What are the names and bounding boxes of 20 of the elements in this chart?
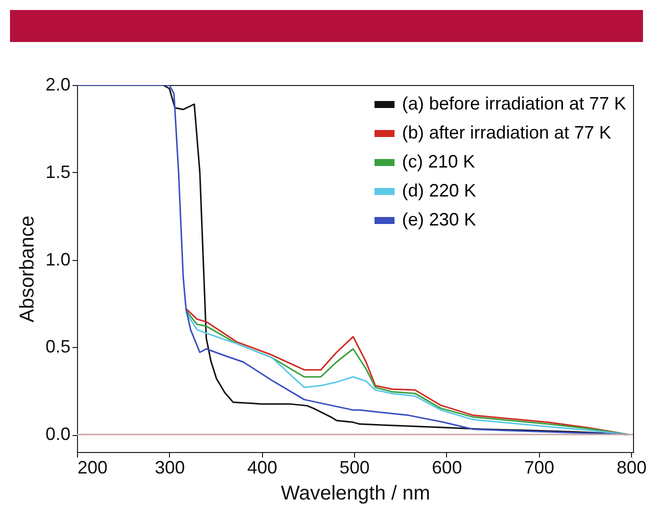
x-axis-title: Wavelength / nm (280, 482, 430, 504)
x-tick-label: 200 (78, 458, 108, 478)
y-axis-title: Absorbance (16, 216, 38, 322)
y-tick-label: 1.5 (45, 162, 70, 182)
legend-label: (a) before irradiation at 77 K (402, 94, 626, 114)
legend-label: (b) after irradiation at 77 K (402, 122, 612, 142)
y-tick-label: 2.0 (45, 74, 70, 94)
legend-label: (d) 220 K (402, 180, 476, 200)
x-tick-label: 800 (616, 458, 647, 478)
x-tick-label: 400 (247, 458, 278, 478)
legend-label: (e) 230 K (402, 210, 476, 230)
x-tick-label: 300 (154, 458, 185, 478)
x-tick-label: 600 (432, 458, 462, 478)
x-tick-label: 700 (524, 458, 554, 478)
y-tick-label: 1.0 (45, 249, 70, 270)
x-tick-label: 500 (340, 458, 370, 478)
y-tick-label: 0.5 (45, 336, 70, 357)
y-tick-label: 0.0 (45, 424, 70, 444)
legend-label: (c) 210 K (402, 152, 476, 172)
line-series (77, 85, 630, 436)
